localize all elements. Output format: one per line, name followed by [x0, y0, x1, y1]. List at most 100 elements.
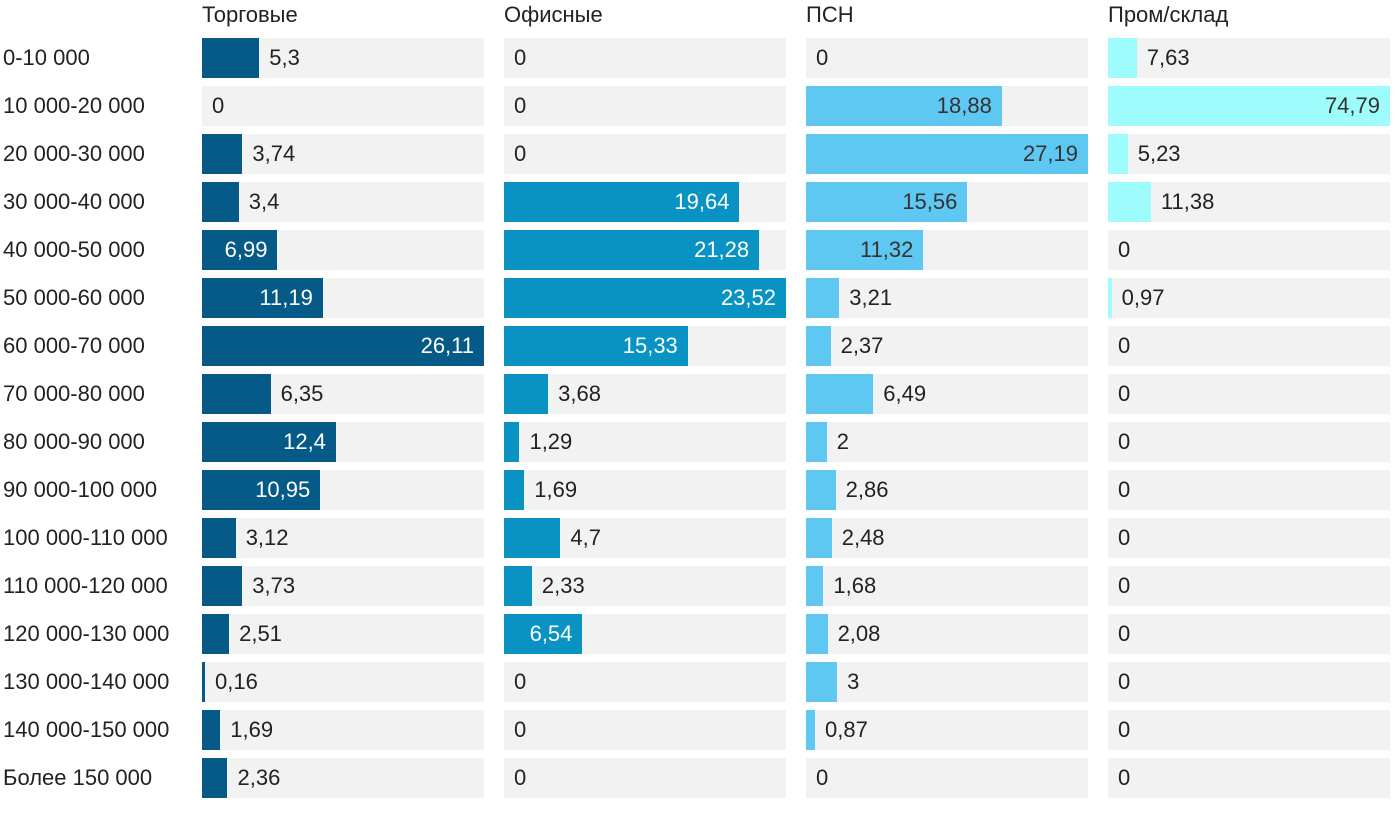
category-label: 0-10 000	[3, 45, 90, 70]
bar-track	[504, 662, 786, 702]
category-label: 130 000-140 000	[3, 669, 170, 694]
data-label: 6,99	[224, 237, 268, 262]
bar	[202, 758, 228, 798]
data-label: 10,95	[255, 477, 311, 502]
bar	[202, 518, 236, 558]
bar-track	[202, 134, 484, 174]
bar-track	[202, 182, 484, 222]
data-label: 15,56	[902, 189, 958, 214]
category-label: 40 000-50 000	[3, 237, 145, 262]
bar	[202, 230, 278, 270]
bar-track	[504, 38, 786, 78]
data-label: 0	[212, 93, 225, 118]
bar	[806, 518, 832, 558]
bar-track	[504, 710, 786, 750]
bar-track	[1108, 422, 1390, 462]
bar	[806, 326, 831, 366]
data-label: 19,64	[674, 189, 730, 214]
data-label: 1,68	[833, 573, 877, 598]
bar	[202, 326, 484, 366]
bar-track	[202, 662, 484, 702]
bar-track	[202, 566, 484, 606]
category-label: 60 000-70 000	[3, 333, 145, 358]
bar	[1108, 134, 1128, 174]
bar	[1108, 182, 1151, 222]
bar	[504, 422, 520, 462]
data-label: 1,69	[230, 717, 274, 742]
data-label: 0	[816, 45, 829, 70]
bar	[806, 134, 1088, 174]
bar-track	[202, 86, 484, 126]
data-label: 0	[1118, 621, 1131, 646]
bar	[806, 230, 924, 270]
data-label: 5,3	[269, 45, 300, 70]
data-label: 2	[836, 429, 849, 454]
data-label: 0,97	[1121, 285, 1165, 310]
bar-track	[202, 758, 484, 798]
bar	[806, 182, 968, 222]
bar-track	[806, 758, 1088, 798]
bar-track	[1108, 374, 1390, 414]
bar-track	[1108, 182, 1390, 222]
data-label: 2,37	[840, 333, 884, 358]
bar	[1108, 278, 1112, 318]
data-label: 0	[514, 93, 527, 118]
data-label: 0	[1118, 381, 1131, 406]
bar-track	[806, 38, 1088, 78]
bar	[806, 614, 828, 654]
data-label: 7,63	[1146, 45, 1190, 70]
bar-track	[504, 422, 786, 462]
data-label: 0	[816, 765, 829, 790]
category-label: 70 000-80 000	[3, 381, 145, 406]
data-label: 3	[847, 669, 860, 694]
bar-track	[806, 422, 1088, 462]
category-label: 120 000-130 000	[3, 621, 170, 646]
data-label: 1,69	[534, 477, 578, 502]
bar	[202, 710, 221, 750]
data-label: 21,28	[694, 237, 750, 262]
bar	[806, 566, 824, 606]
bar	[504, 518, 561, 558]
bar	[504, 182, 740, 222]
data-label: 0	[1118, 573, 1131, 598]
category-label: 110 000-120 000	[3, 573, 168, 598]
bar	[202, 182, 239, 222]
data-label: 11,38	[1160, 189, 1215, 214]
bar-track	[806, 710, 1088, 750]
data-label: 2,86	[845, 477, 889, 502]
panel-title: ПСН	[806, 2, 854, 27]
bar	[806, 710, 816, 750]
bar	[504, 230, 760, 270]
bar-track	[1108, 758, 1390, 798]
bar	[202, 134, 243, 174]
bar-track	[806, 278, 1088, 318]
bar	[806, 278, 840, 318]
data-label: 6,35	[280, 381, 324, 406]
bar	[202, 422, 336, 462]
bar-track	[1108, 326, 1390, 366]
data-label: 0,16	[215, 669, 258, 694]
data-label: 5,23	[1137, 141, 1181, 166]
bar	[202, 614, 230, 654]
bar	[504, 326, 688, 366]
data-label: 15,33	[622, 333, 678, 358]
bar-track	[202, 710, 484, 750]
bar-track	[504, 758, 786, 798]
category-label: Более 150 000	[3, 765, 153, 790]
category-label: 30 000-40 000	[3, 189, 145, 214]
bar	[202, 38, 260, 78]
bar-track	[1108, 278, 1390, 318]
bar	[504, 614, 583, 654]
data-label: 3,74	[252, 141, 296, 166]
data-label: 0	[1118, 717, 1131, 742]
data-label: 3,4	[248, 189, 280, 214]
data-label: 26,11	[420, 333, 474, 358]
data-label: 0	[1118, 669, 1131, 694]
data-label: 2,51	[239, 621, 282, 646]
bar	[806, 86, 1002, 126]
data-label: 27,19	[1022, 141, 1078, 166]
bar	[1108, 38, 1137, 78]
data-label: 18,88	[936, 93, 992, 118]
category-label: 80 000-90 000	[3, 429, 145, 454]
